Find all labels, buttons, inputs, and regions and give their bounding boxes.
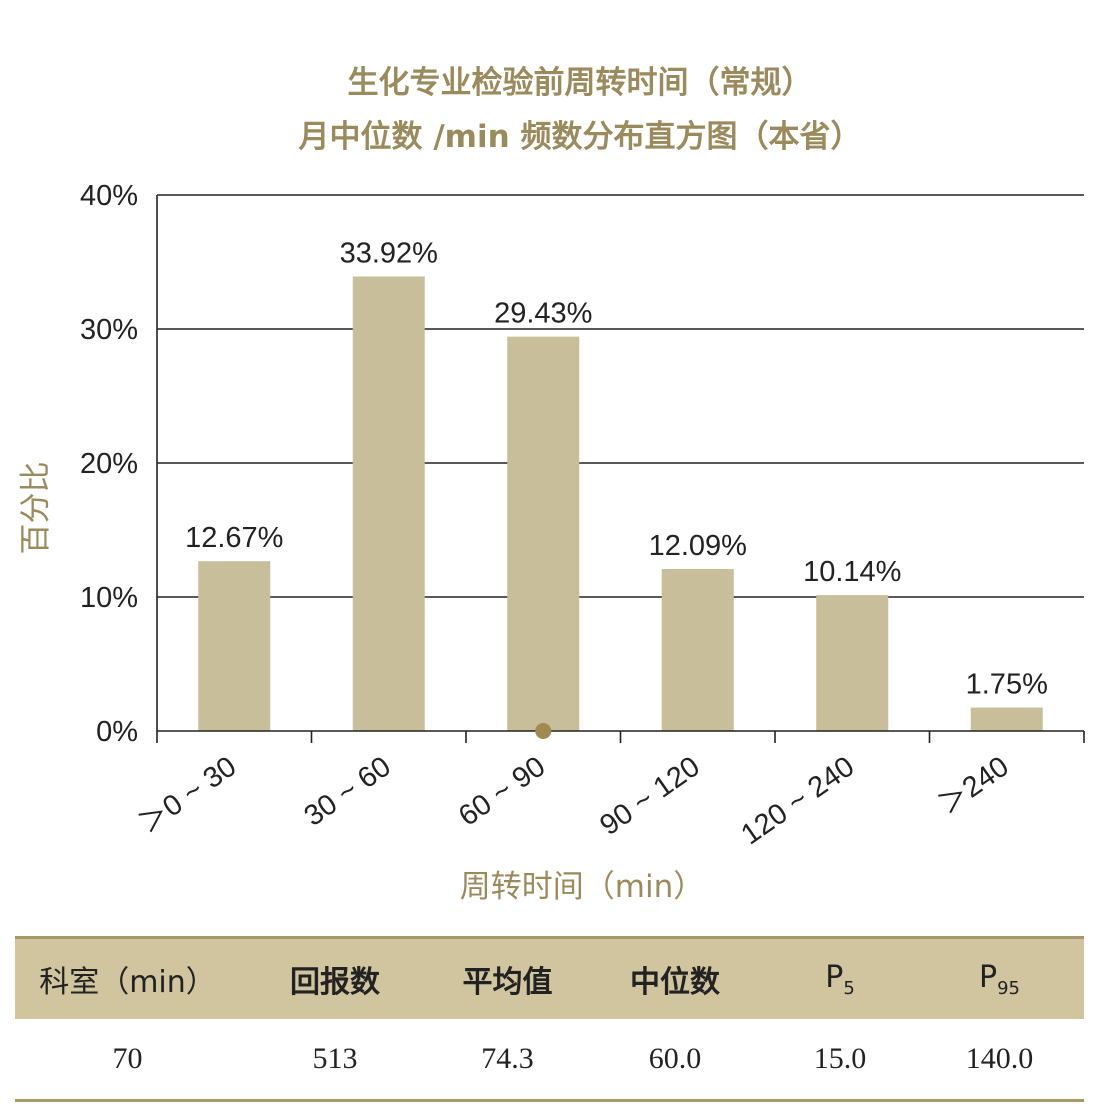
header-mean: 平均值 [430, 936, 585, 1019]
table-row: 70 513 74.3 60.0 15.0 140.0 [15, 1019, 1084, 1102]
cell-dept: 70 [15, 1019, 240, 1102]
bar-data-label: 10.14% [803, 556, 901, 588]
header-p95-sub: 95 [997, 977, 1020, 999]
header-p95-main: P [979, 959, 998, 995]
y-tick-label: 40% [80, 180, 138, 212]
header-p95: P95 [915, 936, 1084, 1019]
y-tick-label: 10% [80, 582, 138, 614]
x-tick-label: 60 ~ 90 [453, 751, 551, 833]
cell-mean: 74.3 [430, 1019, 585, 1102]
header-p5-main: P [825, 959, 844, 995]
bar-data-label: 12.09% [649, 530, 747, 562]
bar [198, 561, 271, 731]
y-axis-title: 百分比 [18, 462, 54, 555]
header-reports: 回报数 [240, 936, 430, 1019]
x-tick-label: 30 ~ 60 [298, 751, 396, 833]
cell-median: 60.0 [585, 1019, 765, 1102]
x-tick-label: ＞0 ~ 30 [133, 751, 242, 841]
bar-data-label: 1.75% [966, 669, 1048, 701]
bar [816, 595, 889, 731]
header-p5-sub: 5 [843, 977, 855, 999]
bar [352, 276, 425, 731]
bar [970, 707, 1043, 731]
chart-title-line2: 月中位数 /min 频数分布直方图（本省） [299, 119, 862, 155]
table-header-row: 科室（min） 回报数 平均值 中位数 P5 P95 [15, 936, 1084, 1019]
header-median: 中位数 [585, 936, 765, 1019]
bar-data-label: 29.43% [494, 298, 592, 330]
bar-data-label: 12.67% [185, 522, 283, 554]
y-tick-label: 30% [80, 314, 138, 346]
x-tick-label: 90 ~ 120 [594, 751, 705, 842]
x-tick-label: ＞240 [933, 751, 1015, 822]
gridlines [157, 194, 1084, 598]
cell-p5: 15.0 [765, 1019, 915, 1102]
bar [661, 568, 734, 731]
x-axis-title: 周转时间（min） [460, 869, 704, 905]
chart-title-line1: 生化专业检验前周转时间（常规） [348, 65, 813, 101]
cell-reports: 513 [240, 1019, 430, 1102]
axes: 0% 10% 20% 30% 40% ＞0 ~ 30 30 ~ 60 60 ~ 90 90 ~ … [80, 180, 1085, 852]
bars: 12.67% 33.92% 29.43% 12.09% 10.14% 1.75% [185, 237, 1048, 731]
bar [507, 336, 580, 731]
y-tick-label: 20% [80, 448, 138, 480]
header-dept: 科室（min） [15, 936, 240, 1019]
header-p5: P5 [765, 936, 915, 1019]
histogram-chart: 生化专业检验前周转时间（常规） 月中位数 /min 频数分布直方图（本省） 12… [18, 65, 1085, 905]
cell-p95: 140.0 [915, 1019, 1084, 1102]
bar-data-label: 33.92% [340, 237, 438, 269]
x-tick-label: 120 ~ 240 [736, 751, 861, 852]
statistics-table: 科室（min） 回报数 平均值 中位数 P5 P95 70 513 74.3 6… [15, 936, 1084, 1102]
median-marker [535, 723, 552, 739]
y-tick-label: 0% [96, 716, 138, 748]
